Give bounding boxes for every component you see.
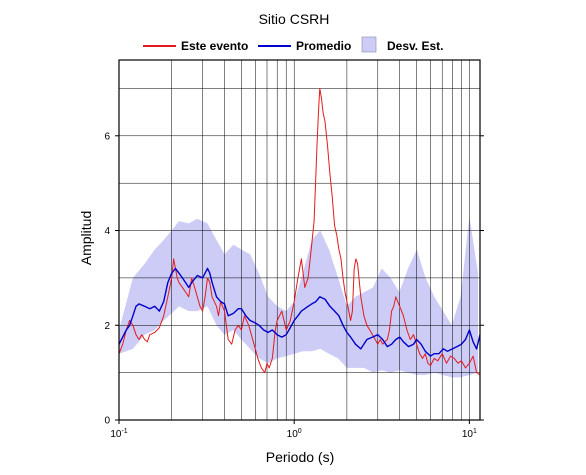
x-tick-label: 100 xyxy=(287,428,302,440)
legend-label-desv-est: Desv. Est. xyxy=(387,39,443,53)
x-tick-label: 101 xyxy=(462,428,477,440)
y-tick-label: 0 xyxy=(104,416,110,427)
y-tick-label: 2 xyxy=(104,321,110,332)
legend-label-promedio: Promedio xyxy=(296,39,351,53)
legend-label-este-evento: Este evento xyxy=(181,39,248,53)
series-line-este-evento xyxy=(118,87,481,376)
std-dev-band xyxy=(119,216,478,378)
y-axis-label: Amplitud xyxy=(78,211,94,265)
legend: Este evento Promedio Desv. Est. xyxy=(143,36,443,53)
series-line-promedio xyxy=(118,267,481,357)
plot-frame xyxy=(118,59,481,421)
x-tick-label: 10-1 xyxy=(110,428,127,440)
x-axis-label: Periodo (s) xyxy=(266,449,334,465)
y-tick-label: 4 xyxy=(104,226,110,237)
grid-lines xyxy=(118,60,480,420)
chart-title: Sitio CSRH xyxy=(259,11,330,27)
legend-swatch-desv-est xyxy=(361,36,377,53)
y-tick-label: 6 xyxy=(104,131,110,142)
